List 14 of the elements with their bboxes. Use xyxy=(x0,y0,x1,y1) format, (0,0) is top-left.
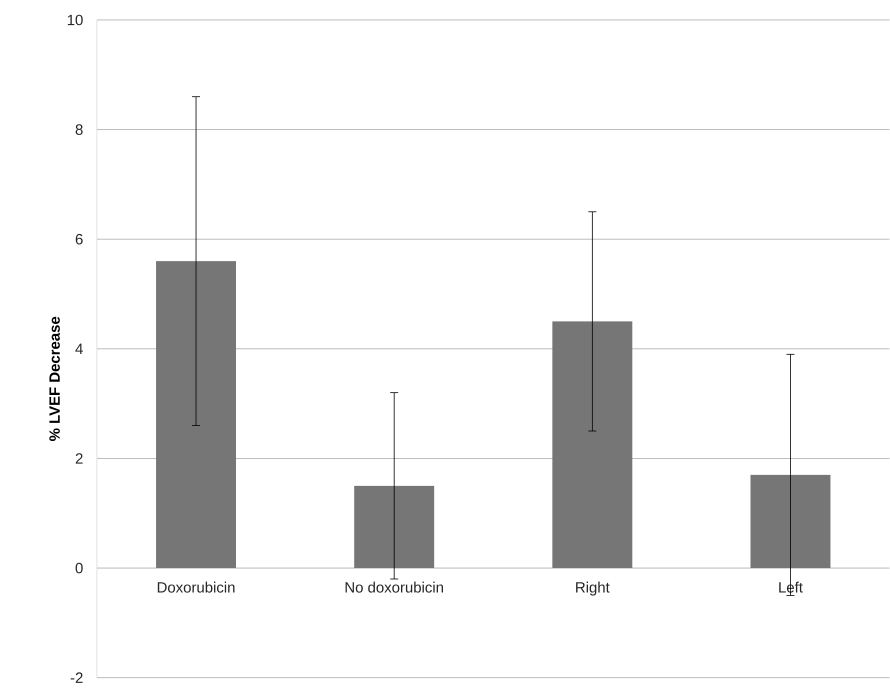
y-tick-label: 2 xyxy=(76,453,83,464)
y-tick-label: 6 xyxy=(76,234,83,245)
x-tick-label: Doxorubicin xyxy=(158,582,234,593)
bar xyxy=(750,475,830,568)
x-tick-label: Right xyxy=(576,582,610,596)
y-tick-label: 0 xyxy=(76,562,83,574)
y-tick-label: 8 xyxy=(76,124,83,136)
x-tick-label: No doxorubicin xyxy=(346,582,443,593)
bar xyxy=(354,486,434,568)
y-tick-label: -2 xyxy=(70,672,83,684)
y-tick-label: 4 xyxy=(75,344,83,354)
y-axis-title: % LVEF Decrease xyxy=(49,316,60,442)
y-tick-label: 10 xyxy=(68,14,83,26)
bar xyxy=(552,322,632,568)
